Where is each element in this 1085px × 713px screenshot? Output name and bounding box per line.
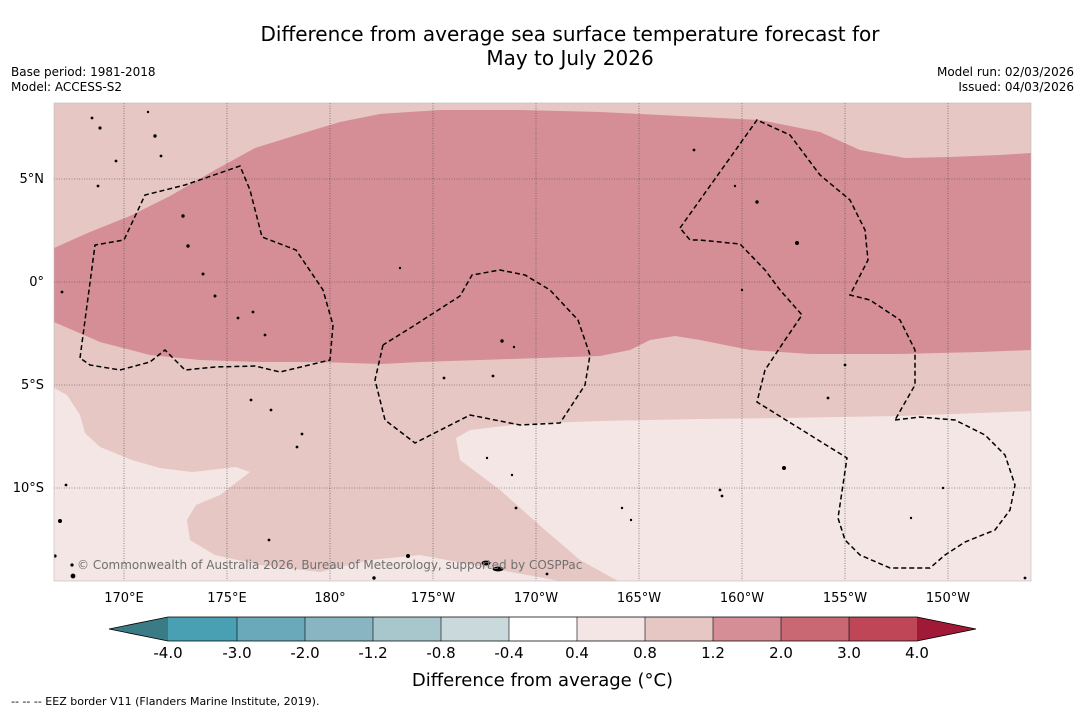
lat-label: 10°S xyxy=(13,481,44,496)
copyright-notice: © Commonwealth of Australia 2026, Bureau… xyxy=(77,558,583,572)
colorbar-tick: -3.0 xyxy=(222,644,251,662)
title-line-1: Difference from average sea surface temp… xyxy=(260,22,880,46)
colorbar-bin xyxy=(237,617,305,641)
lon-label: 165°W xyxy=(617,591,661,606)
colorbar-label: Difference from average (°C) xyxy=(411,670,674,691)
anomaly-band-1-2-2-0 xyxy=(54,110,1031,364)
colorbar-bin xyxy=(713,617,781,641)
colorbar-tick: 3.0 xyxy=(837,644,861,662)
base-period: Base period: 1981-2018 xyxy=(11,65,156,79)
eez-borders xyxy=(79,119,1016,569)
colorbar xyxy=(108,616,977,642)
lat-label: 5°N xyxy=(20,172,45,187)
graticule xyxy=(54,103,1031,581)
lon-label: 175°E xyxy=(207,591,247,606)
lon-axis-labels: 170°E 175°E 180° 175°W 170°W 165°W 160°W… xyxy=(104,591,970,606)
lon-label: 170°E xyxy=(104,591,144,606)
colorbar-tick: -2.0 xyxy=(290,644,319,662)
colorbar-bin xyxy=(849,617,917,641)
colorbar-tick: 2.0 xyxy=(769,644,793,662)
meta-right: Model run: 02/03/2026 Issued: 04/03/2026 xyxy=(937,65,1074,95)
colorbar-extend-low xyxy=(109,617,168,641)
colorbar-tick: -0.4 xyxy=(494,644,523,662)
lon-label: 150°W xyxy=(926,591,970,606)
colorbar-bin xyxy=(373,617,441,641)
colorbar-tick: -4.0 xyxy=(153,644,182,662)
colorbar-bin xyxy=(509,617,577,641)
colorbar-bin xyxy=(441,617,509,641)
lat-axis-labels: 5°N 0° 5°S 10°S xyxy=(13,172,44,496)
map-frame xyxy=(53,102,1032,582)
lon-label: 155°W xyxy=(823,591,867,606)
model-name: Model: ACCESS-S2 xyxy=(11,80,123,94)
title-line-2: May to July 2026 xyxy=(486,46,654,70)
colorbar-extend-high xyxy=(917,617,976,641)
colorbar-bin xyxy=(168,617,237,641)
colorbar-ticks: -4.0 -3.0 -2.0 -1.2 -0.8 -0.4 0.4 0.8 1.… xyxy=(153,644,929,662)
colorbar-bin xyxy=(305,617,373,641)
lon-label: 160°W xyxy=(720,591,764,606)
lon-label: 180° xyxy=(314,591,345,606)
colorbar-tick: -1.2 xyxy=(358,644,387,662)
colorbar-tick: 4.0 xyxy=(905,644,929,662)
meta-left: Base period: 1981-2018 Model: ACCESS-S2 xyxy=(11,65,156,95)
eez-footnote: -- -- -- EEZ border V11 (Flanders Marine… xyxy=(11,695,320,708)
colorbar-tick: 0.8 xyxy=(633,644,657,662)
lon-label: 170°W xyxy=(514,591,558,606)
colorbar-tick: 0.4 xyxy=(565,644,589,662)
lat-label: 5°S xyxy=(21,378,44,393)
lat-label: 0° xyxy=(29,275,44,290)
colorbar-tick: 1.2 xyxy=(701,644,725,662)
colorbar-bin xyxy=(781,617,849,641)
islands xyxy=(54,110,1027,580)
colorbar-outline xyxy=(108,616,977,642)
lon-label: 175°W xyxy=(411,591,455,606)
colorbar-tick: -0.8 xyxy=(426,644,455,662)
colorbar-bin xyxy=(577,617,645,641)
model-run: Model run: 02/03/2026 xyxy=(936,65,1074,79)
chart-title: Difference from average sea surface temp… xyxy=(0,22,1085,70)
issued-date: Issued: 04/03/2026 xyxy=(958,80,1074,94)
colorbar-bin xyxy=(645,617,713,641)
